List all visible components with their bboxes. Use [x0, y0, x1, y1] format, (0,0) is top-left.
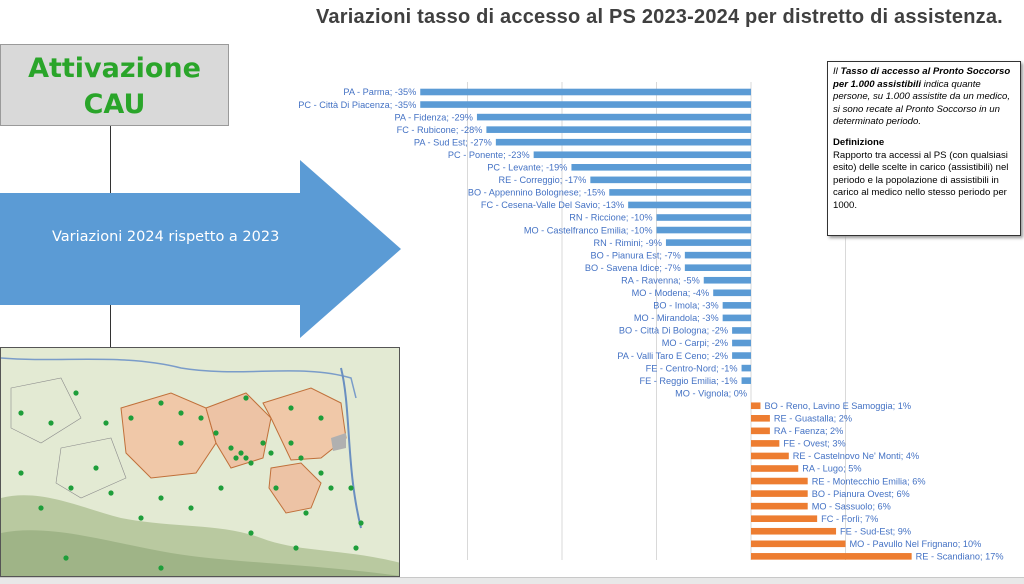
bar-bo-pianura-ovest	[751, 490, 808, 497]
bar-fc-cesena-valle-del-savio	[628, 201, 751, 209]
data-label: FE - Reggio Emilia; -1%	[640, 376, 738, 386]
page-title: Variazioni tasso di accesso al PS 2023-2…	[316, 6, 1003, 28]
bar-mo-carpi	[732, 339, 751, 347]
bar-mo-pavullo-nel-frignano	[751, 540, 846, 548]
bar-pa-parma	[420, 88, 751, 96]
bar-pc-levante	[571, 164, 751, 171]
data-label: FC - Forlì; 7%	[821, 514, 878, 524]
data-label: BO - Savena Idice; -7%	[585, 263, 681, 273]
data-label: PA - Fidenza; -29%	[394, 112, 472, 122]
data-label: FE - Centro-Nord; -1%	[646, 363, 738, 373]
data-label: BO - Appennino Bolognese; -15%	[468, 188, 605, 198]
bar-re-montecchio-emilia	[751, 477, 808, 485]
bar-ra-lugo	[751, 465, 799, 472]
bar-bo-citt-di-bologna	[732, 327, 751, 334]
intro-text-b: indica quante persone, su 1.000 assistit…	[833, 78, 1011, 128]
regional-map-image	[0, 347, 400, 577]
intro-text-a: Il	[833, 66, 838, 77]
data-label: RA - Faenza; 2%	[774, 426, 843, 436]
data-label: RN - Riccione; -10%	[569, 213, 652, 223]
data-label: MO - Modena; -4%	[632, 288, 710, 298]
connector-line-top	[110, 126, 111, 194]
data-label: RE - Correggio; -17%	[499, 175, 587, 185]
cau-label-line2: CAU	[83, 89, 146, 120]
data-label: PC - Città Di Piacenza; -35%	[298, 100, 416, 110]
data-label: RA - Ravenna; -5%	[621, 275, 700, 285]
bar-pa-valli-taro-e-ceno	[732, 352, 751, 359]
data-label: BO - Imola; -3%	[653, 301, 718, 311]
data-label: BO - Città Di Bologna; -2%	[619, 326, 728, 336]
data-label: BO - Pianura Ovest; 6%	[812, 489, 910, 499]
cau-label-line1: Attivazione	[28, 53, 201, 84]
cau-activation-box: Attivazione CAU	[0, 44, 229, 126]
bar-fc-forl-	[751, 515, 818, 522]
data-label: MO - Carpi; -2%	[662, 338, 728, 348]
bar-rn-riccione	[656, 214, 751, 221]
data-label: MO - Vignola; 0%	[675, 388, 747, 398]
data-label: RE - Scandiano; 17%	[916, 552, 1004, 562]
bar-pc-citt-di-piacenza	[420, 101, 751, 108]
bar-bo-appennino-bolognese	[609, 189, 751, 196]
data-label: MO - Pavullo Nel Frignano; 10%	[850, 539, 982, 549]
bar-fe-ovest	[751, 440, 780, 447]
data-label: PC - Ponente; -23%	[448, 150, 530, 160]
bar-re-correggio	[590, 176, 751, 184]
bar-pa-fidenza	[476, 113, 751, 121]
data-label: MO - Sassuolo; 6%	[812, 501, 891, 511]
bar-bo-imola	[722, 302, 751, 309]
bar-fc-rubicone	[486, 126, 751, 133]
bar-bo-reno-lavino-e-samoggia	[751, 402, 761, 410]
map-icon	[1, 348, 399, 576]
data-label: FC - Rubicone; -28%	[397, 125, 483, 135]
bar-bo-savena-idice	[684, 264, 751, 271]
bar-mo-modena	[713, 289, 751, 297]
data-label: MO - Mirandola; -3%	[634, 313, 719, 323]
bar-mo-castelfranco-emilia	[656, 226, 751, 234]
data-label: PA - Valli Taro E Ceno; -2%	[617, 351, 728, 361]
bar-mo-mirandola	[722, 314, 751, 322]
bar-rn-rimini	[665, 239, 751, 246]
definition-text: Rapporto tra accessi al PS (con qualsias…	[833, 149, 1009, 211]
bar-pc-ponente	[533, 151, 751, 159]
arrow-label: Variazioni 2024 rispetto a 2023	[52, 229, 280, 245]
data-label: BO - Pianura Est; -7%	[590, 250, 680, 260]
bar-re-guastalla	[751, 415, 770, 422]
data-label: PA - Parma; -35%	[343, 87, 416, 97]
bar-ra-ravenna	[703, 276, 751, 284]
data-label: RN - Rimini; -9%	[594, 238, 662, 248]
bar-fe-sud-est	[751, 527, 837, 535]
data-label: FE - Sud-Est; 9%	[840, 526, 911, 536]
bottom-strip	[0, 577, 1024, 584]
data-label: FC - Cesena-Valle Del Savio; -13%	[481, 200, 624, 210]
connector-line-bottom	[110, 292, 111, 350]
right-arrow-icon	[0, 160, 401, 338]
intro-text-bold: Tasso di accesso al Pronto Soccorso per …	[833, 66, 1011, 90]
data-label: MO - Castelfranco Emilia; -10%	[524, 225, 653, 235]
data-label: RE - Guastalla; 2%	[774, 414, 852, 424]
bar-re-castelnovo-ne-monti	[751, 452, 789, 460]
data-label: RE - Montecchio Emilia; 6%	[812, 476, 926, 486]
data-label: FE - Ovest; 3%	[783, 439, 845, 449]
data-label: PA - Sud Est; -27%	[414, 137, 492, 147]
definition-intro: Il Tasso di accesso al Pronto Soccorso p…	[833, 66, 1015, 129]
definition-box: Il Tasso di accesso al Pronto Soccorso p…	[827, 61, 1021, 236]
bar-mo-sassuolo	[751, 502, 808, 510]
data-label: BO - Reno, Lavino E Samoggia; 1%	[764, 401, 911, 411]
definition-title: Definizione	[833, 136, 885, 148]
bar-fe-reggio-emilia	[741, 377, 751, 384]
bar-pa-sud-est	[495, 138, 751, 146]
data-label: PC - Levante; -19%	[487, 163, 567, 173]
data-label: RA - Lugo; 5%	[802, 464, 861, 474]
bar-re-scandiano	[751, 553, 912, 560]
bar-bo-pianura-est	[684, 251, 751, 259]
bar-ra-faenza	[751, 427, 770, 435]
data-label: RE - Castelnovo Ne' Monti; 4%	[793, 451, 919, 461]
bar-fe-centro-nord	[741, 364, 751, 372]
